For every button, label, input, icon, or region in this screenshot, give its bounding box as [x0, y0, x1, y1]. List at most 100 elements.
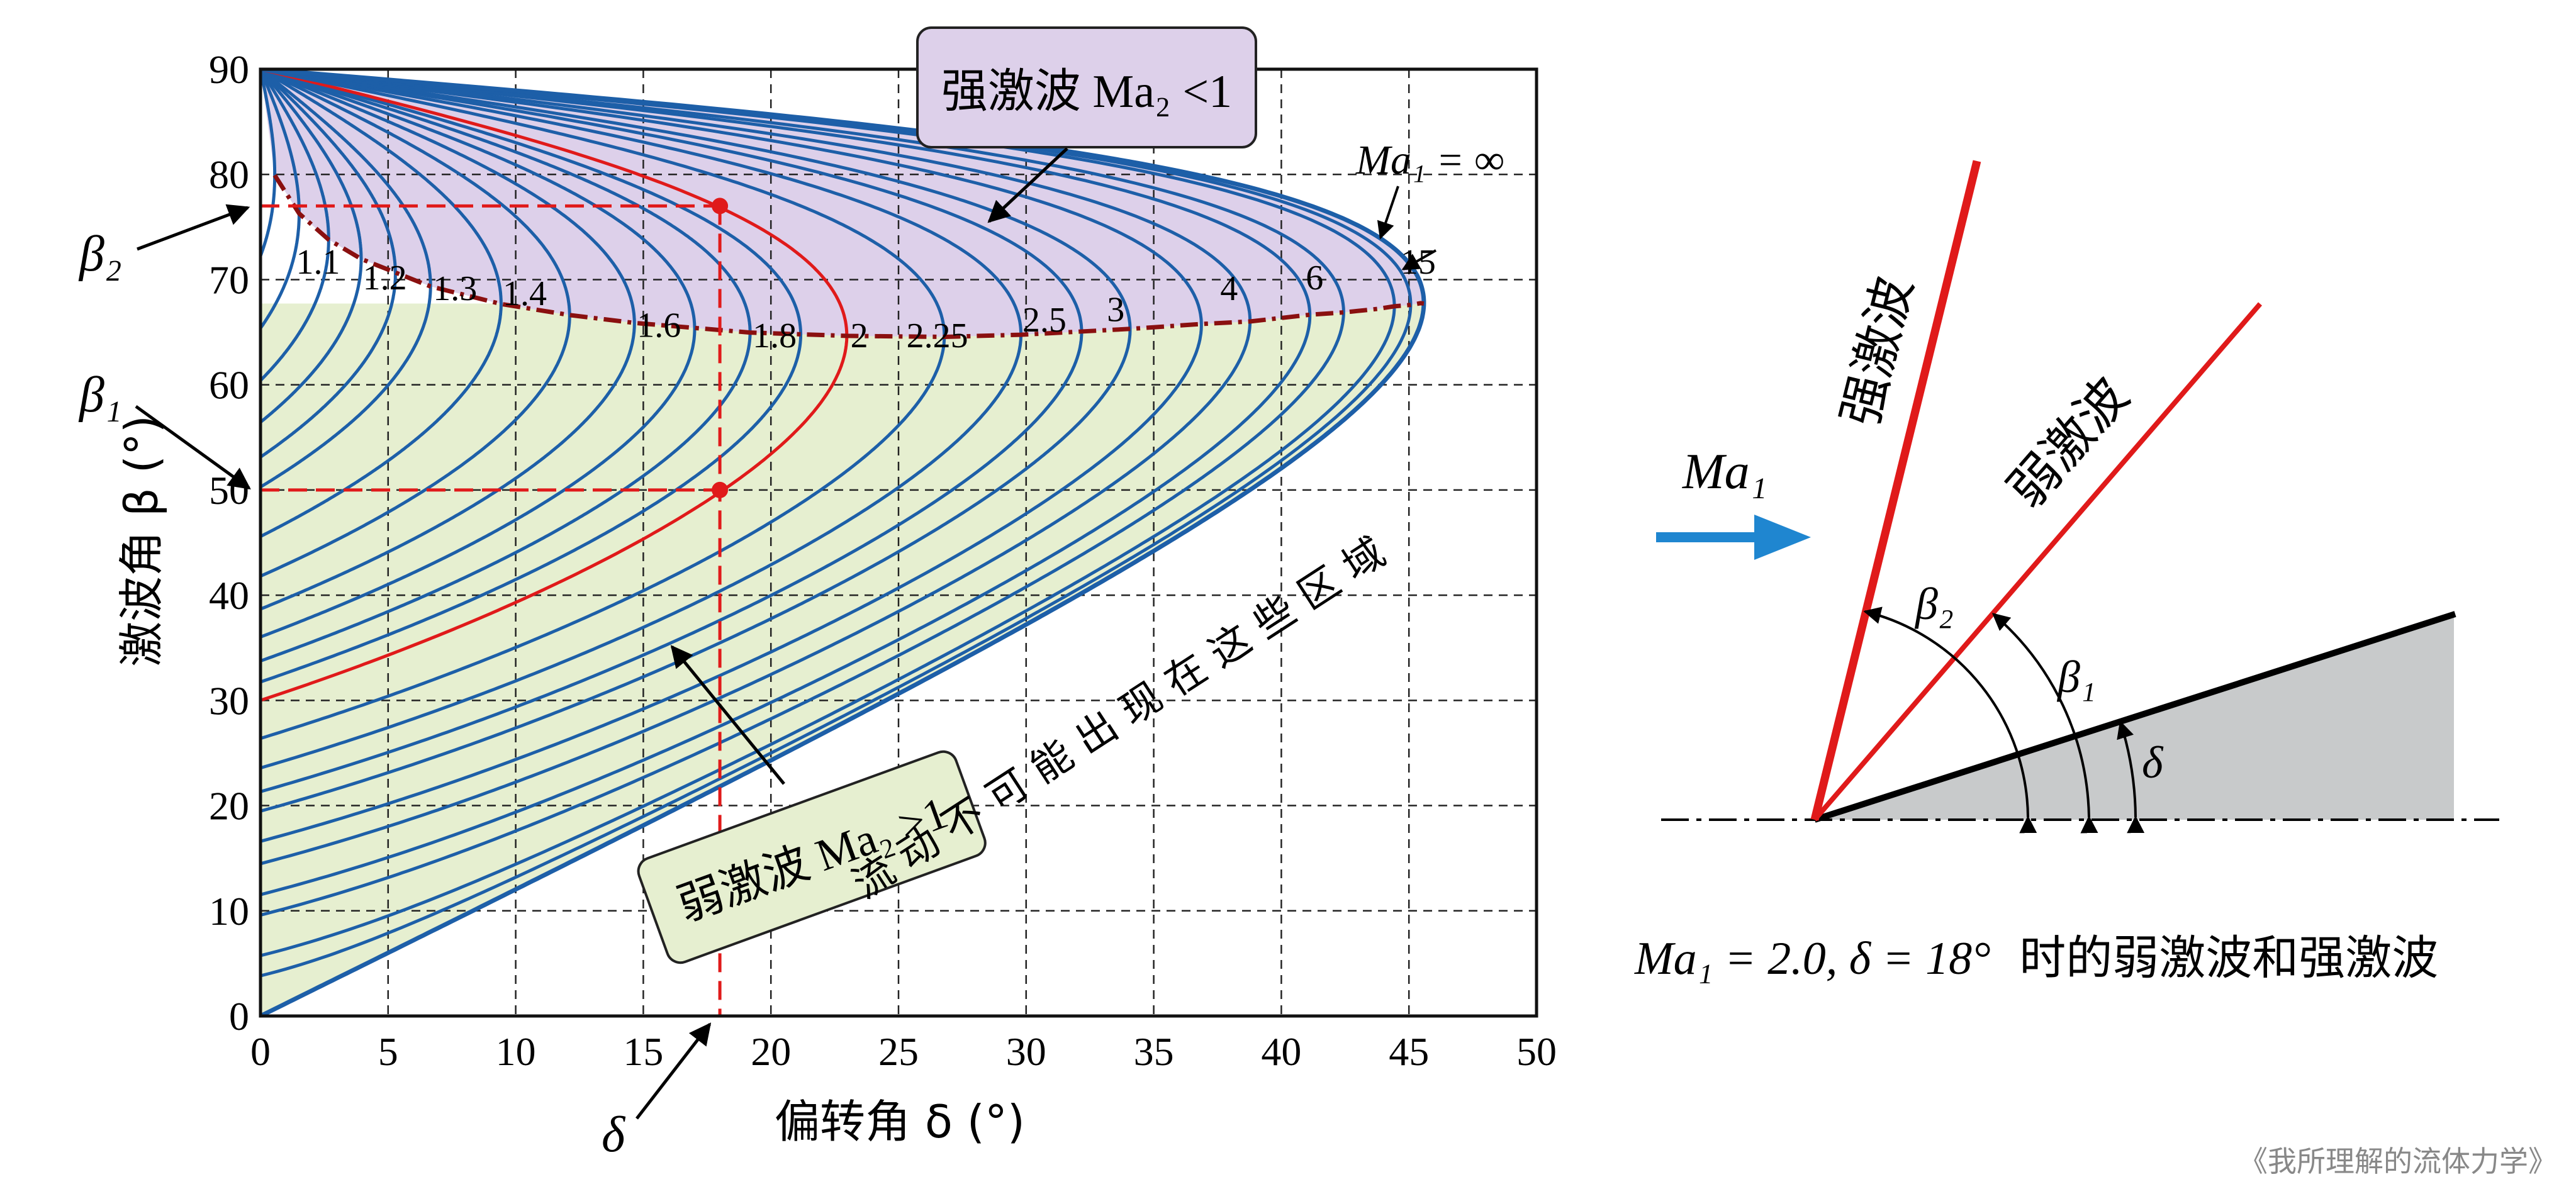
mach-15-arrow: [1401, 249, 1436, 271]
mach-label: 1.8: [753, 316, 797, 355]
weak-region-fill: [260, 303, 1424, 1016]
series-line: [260, 69, 803, 684]
series-line-highlight: [260, 69, 849, 702]
series-line: [260, 69, 432, 489]
x-tick-label: 0: [250, 1029, 271, 1074]
strong-region-callout: 强激波 Ma₂ <1: [916, 26, 1257, 223]
flow-arrow-icon: [1656, 515, 1811, 560]
series-line: [260, 69, 1252, 866]
x-tick-label: 5: [378, 1029, 398, 1074]
mach-label: 2.25: [907, 316, 968, 355]
sonic-boundary: [272, 174, 1425, 340]
y-tick-label: 30: [209, 678, 249, 723]
series-line: [260, 69, 1413, 978]
series-line: [260, 69, 571, 578]
y-tick-label: 40: [209, 573, 249, 618]
series-line: [260, 69, 503, 538]
series-line: [260, 69, 636, 611]
series-line: [260, 69, 1023, 770]
x-tick-label: 10: [496, 1029, 536, 1074]
y-tick-label: 60: [209, 363, 249, 408]
series-line: [260, 69, 1132, 813]
y-tick-label: 90: [209, 47, 249, 92]
mach-label: 3: [1107, 290, 1124, 329]
region-fills: [260, 69, 1424, 1016]
x-tick-label: 30: [1006, 1029, 1046, 1074]
x-tick-label: 20: [751, 1029, 791, 1074]
series-line: [260, 69, 363, 424]
x-tick-label: 35: [1134, 1029, 1174, 1074]
x-tick-label: 45: [1389, 1029, 1429, 1074]
x-tick-label: 15: [623, 1029, 663, 1074]
beta2-marker: β₂: [78, 226, 122, 282]
series-line: [260, 69, 946, 740]
plot-frame: [259, 67, 1538, 1018]
beta1-angle-label: β₁: [2056, 652, 2096, 702]
x-tick-label: 25: [878, 1029, 919, 1074]
beta2-arrow: [137, 204, 250, 251]
beta1-arc: [1991, 613, 2098, 834]
series-line: [260, 69, 752, 662]
diagram-caption: Ma₁ = 2.0, δ = 18° 时的弱激波和强激波: [1634, 931, 2438, 985]
weak-solution-point: [712, 481, 729, 498]
mach-infinity-label: Ma₁ = ∞: [1355, 137, 1504, 183]
x-tick-label: 50: [1516, 1029, 1557, 1074]
weak-region-arrow: [670, 645, 785, 785]
strong-region-fill: [260, 69, 1424, 337]
grid-lines: [260, 69, 1537, 1016]
weak-shock-label: 弱激波: [1996, 367, 2140, 519]
series-line: [260, 69, 301, 330]
series-line: [260, 69, 1084, 793]
mach-label: 1.6: [637, 306, 681, 345]
y-axis-label: 激波角 β (°): [115, 415, 168, 667]
flow-mach-label: Ma₁: [1682, 444, 1767, 500]
mach-label: 2: [851, 316, 868, 355]
delta-arc: [2117, 720, 2145, 834]
caption-text: 时的弱激波和强激波: [2019, 931, 2438, 985]
y-tick-label: 10: [209, 889, 249, 934]
y-tick-label: 0: [229, 994, 249, 1039]
delta-angle-label: δ: [2142, 737, 2164, 788]
y-tick-label: 20: [209, 784, 249, 829]
mach-label: 2.5: [1022, 301, 1067, 340]
mach-label: 15: [1401, 243, 1436, 282]
mach-label: 1.1: [296, 243, 340, 282]
mach-labels: 1.1 1.2 1.3 1.4 1.6 1.8 2 2.25 2.5 3 4 6 15: [296, 243, 1436, 355]
mach-infinity-arrow: [1377, 186, 1399, 240]
mach-label: 1.2: [363, 259, 407, 298]
delta-marker: δ: [602, 1107, 626, 1163]
series-line: [260, 69, 277, 257]
sonic-line: [272, 174, 1425, 340]
beta2-angle-label: β₂: [1914, 579, 1954, 629]
mach-label: 1.4: [503, 274, 547, 313]
mach-label: 6: [1306, 259, 1323, 298]
x-tick-label: 40: [1261, 1029, 1301, 1074]
series-line: [260, 69, 1312, 896]
beta1-arrow: [135, 405, 251, 490]
series-line: [260, 69, 1203, 843]
series-line: [260, 69, 330, 382]
shock-diagram: Ma₁ 强激波 弱激波 β₂ β₁ δ Ma₁ = 2.0, δ = 18° 时…: [1634, 160, 2499, 985]
x-axis-label: 偏转角 δ (°): [775, 1095, 1025, 1148]
mach-label: 1.3: [433, 269, 477, 308]
series-line: [260, 69, 1396, 957]
shock-polar-chart: 0 5 10 15 20 25 30 35 40 45 500102030405060708090 …: [78, 26, 1557, 1163]
caption-math: Ma₁ = 2.0, δ = 18°: [1634, 933, 1991, 985]
strong-shock-line: [1810, 160, 1981, 821]
series-line: [260, 69, 1426, 1016]
series-line: [260, 69, 1345, 917]
beta1-marker: β₁: [78, 367, 122, 423]
strong-region-label: 强激波 Ma₂ <1: [941, 66, 1232, 118]
source-credit: 《我所理解的流体力学》: [2239, 1144, 2557, 1178]
delta-arrow: [636, 1022, 712, 1120]
strong-solution-point: [712, 198, 729, 215]
series-line: [260, 69, 397, 459]
mach-label: 4: [1220, 269, 1238, 308]
series-line: [260, 69, 697, 639]
mach-curves: [260, 69, 1426, 1016]
y-tick-label: 70: [209, 257, 249, 302]
strong-shock-label: 强激波: [1830, 271, 1924, 432]
y-tick-label: 80: [209, 152, 249, 197]
